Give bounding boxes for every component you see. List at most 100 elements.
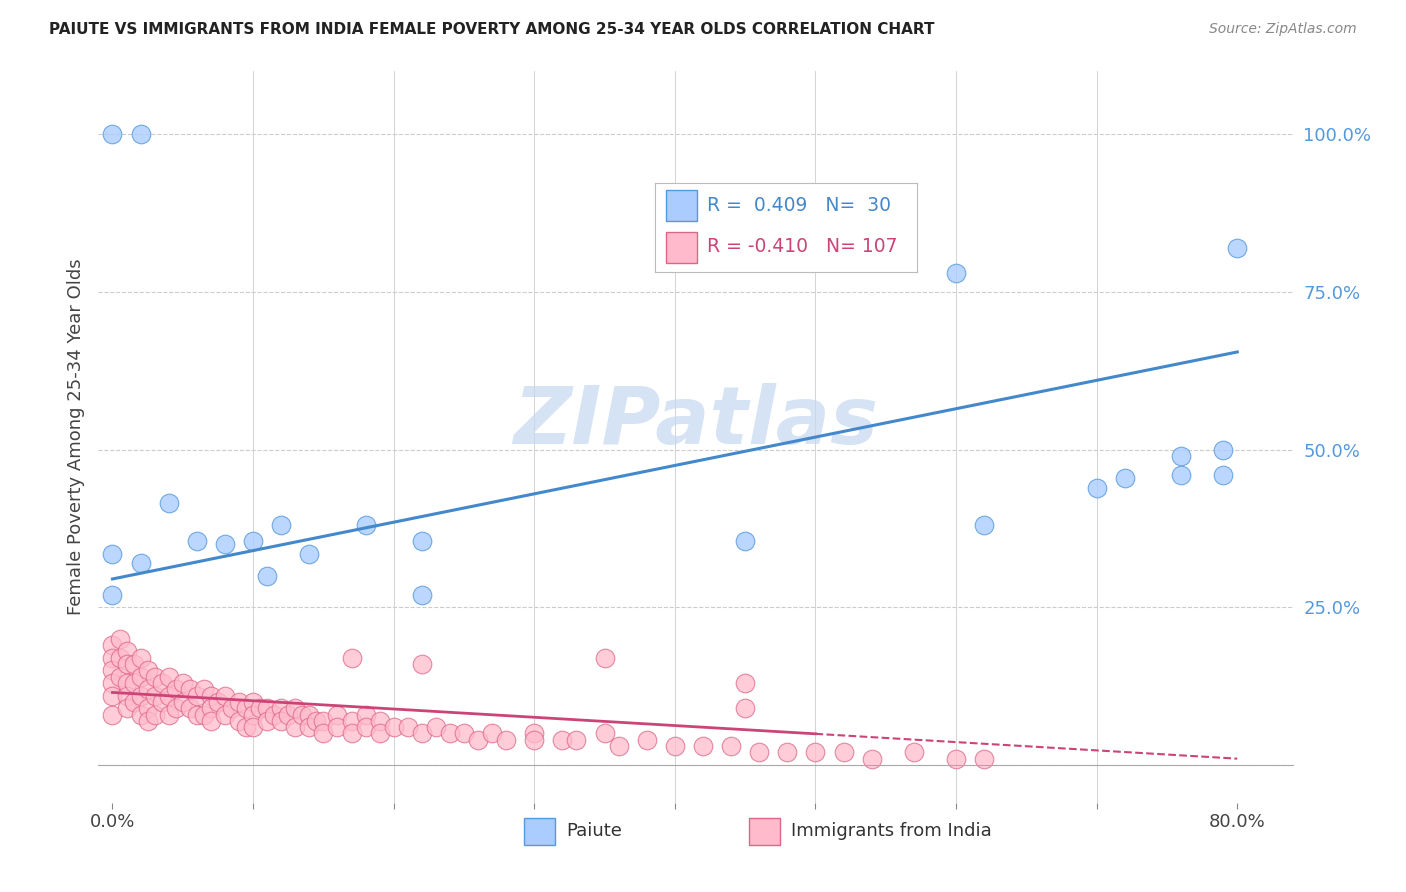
Point [734,676,756,690]
Point [172,695,194,709]
Point [115,676,138,690]
Point [326,720,349,734]
Point [284,720,307,734]
Point [214,689,236,703]
Point [108,632,131,646]
Y-axis label: Female Poverty Among 25-34 Year Olds: Female Poverty Among 25-34 Year Olds [66,259,84,615]
Point [439,726,461,740]
Point [832,745,855,759]
Point [340,726,363,740]
Point [165,682,187,697]
Point [101,689,124,703]
Point [193,682,215,697]
Point [214,707,236,722]
Point [228,714,250,728]
Point [143,707,166,722]
Text: Paiute: Paiute [565,822,621,840]
Point [523,732,546,747]
Point [101,638,124,652]
Point [481,726,503,740]
Point [291,707,314,722]
Point [115,701,138,715]
Point [101,664,124,678]
Point [776,745,799,759]
Point [214,537,236,551]
Point [108,670,131,684]
Point [129,689,152,703]
Point [945,266,967,280]
Point [256,714,278,728]
Point [157,670,180,684]
Point [298,720,321,734]
Point [263,707,285,722]
Point [256,569,278,583]
Point [235,720,257,734]
Point [720,739,742,753]
Point [523,726,546,740]
Point [270,701,292,715]
Point [129,556,152,570]
Point [593,650,616,665]
Point [1170,467,1192,482]
Point [382,720,405,734]
Point [172,676,194,690]
Point [804,745,827,759]
Text: Immigrants from India: Immigrants from India [790,822,991,840]
Point [1226,241,1249,255]
Point [179,682,201,697]
Point [495,732,517,747]
Point [903,745,925,759]
Point [692,739,714,753]
Point [143,689,166,703]
Point [312,726,335,740]
Point [157,689,180,703]
Point [368,726,391,740]
Point [425,720,447,734]
Point [298,547,321,561]
Point [270,714,292,728]
Point [101,676,124,690]
Point [593,726,616,740]
Point [242,534,264,549]
Point [136,682,159,697]
Point [354,707,377,722]
Point [270,518,292,533]
Point [143,670,166,684]
Point [115,657,138,671]
Point [129,128,152,142]
Point [101,547,124,561]
Point [973,518,995,533]
Text: ZIPatlas: ZIPatlas [513,384,879,461]
Point [1212,467,1234,482]
Point [186,707,208,722]
Point [565,732,588,747]
Point [122,676,145,690]
Point [411,588,433,602]
Text: PAIUTE VS IMMIGRANTS FROM INDIA FEMALE POVERTY AMONG 25-34 YEAR OLDS CORRELATION: PAIUTE VS IMMIGRANTS FROM INDIA FEMALE P… [49,22,935,37]
Point [636,732,658,747]
Point [101,588,124,602]
Point [607,739,630,753]
Point [396,720,419,734]
Point [411,534,433,549]
Point [277,707,299,722]
Point [1085,481,1108,495]
Point [115,689,138,703]
Point [207,695,229,709]
Point [150,676,173,690]
Point [305,714,328,728]
Point [242,707,264,722]
Point [284,701,307,715]
Point [734,701,756,715]
Point [945,752,967,766]
Point [157,707,180,722]
Point [453,726,475,740]
Point [186,534,208,549]
Point [200,701,222,715]
Point [298,707,321,722]
Point [973,752,995,766]
Point [551,732,574,747]
Point [129,650,152,665]
Point [664,739,686,753]
Point [136,701,159,715]
